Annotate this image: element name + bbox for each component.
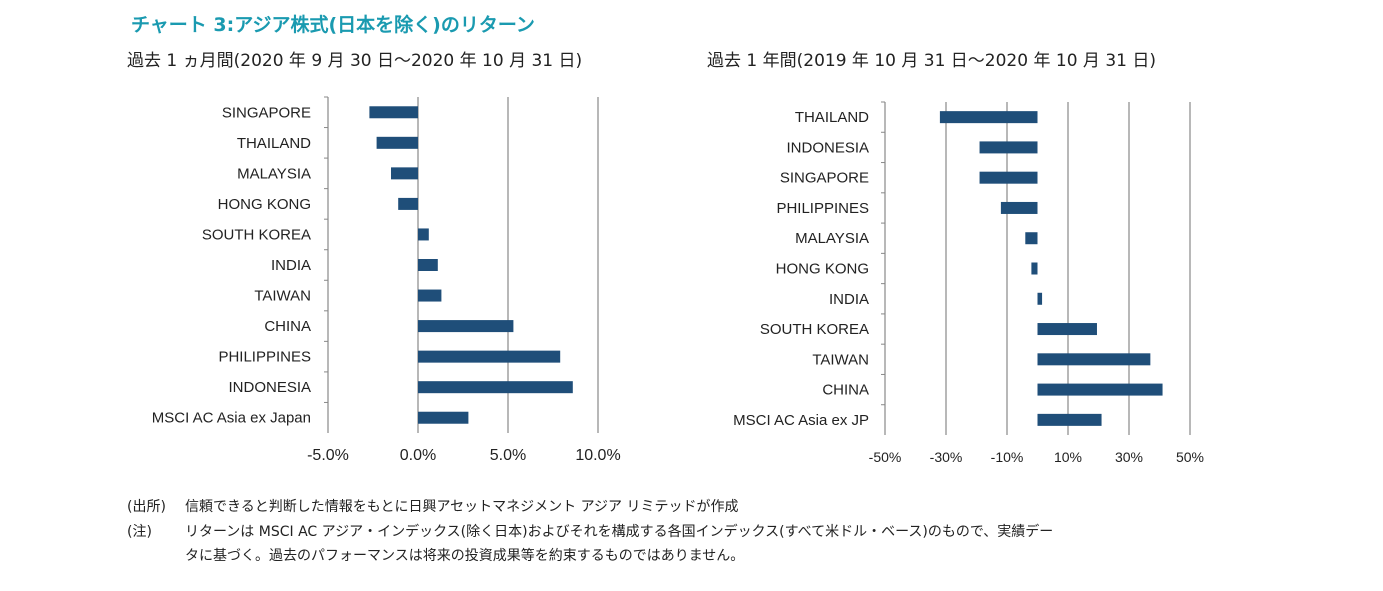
bar — [398, 197, 418, 210]
x-tick-label: -5.0% — [307, 447, 349, 464]
source-note: (出所) 信頼できると判断した情報をもとに日興アセットマネジメント アジア リミテ… — [127, 496, 739, 516]
category-label: MALAYSIA — [237, 165, 311, 182]
bar — [939, 111, 1038, 124]
bar — [1000, 201, 1038, 214]
category-label: INDIA — [829, 291, 869, 308]
category-label: MSCI AC Asia ex JP — [733, 412, 869, 429]
bar — [1037, 353, 1151, 366]
category-label: TAIWAN — [254, 288, 311, 305]
category-label: INDONESIA — [786, 139, 869, 156]
x-tick-label: 10% — [1054, 449, 1082, 465]
category-label: PHILIPPINES — [776, 200, 869, 217]
footnote: (注) リターンは MSCI AC アジア・インデックス(除く日本)およびそれを構… — [127, 521, 1053, 541]
x-tick-label: 30% — [1115, 449, 1143, 465]
bar — [391, 167, 418, 180]
x-tick-label: -30% — [930, 449, 963, 465]
category-label: SOUTH KOREA — [202, 226, 311, 243]
footnote-line-1: リターンは MSCI AC アジア・インデックス(除く日本)およびそれを構成する… — [185, 524, 1054, 540]
left-chart-subtitle: 過去 1 ヵ月間(2020 年 9 月 30 日〜2020 年 10 月 31 … — [127, 51, 583, 71]
bar — [418, 289, 442, 302]
chart-title: チャート 3:アジア株式(日本を除く)のリターン — [131, 14, 535, 36]
category-label: HONG KONG — [776, 261, 869, 278]
category-label: PHILIPPINES — [218, 349, 311, 366]
bar — [1037, 413, 1102, 426]
bar — [979, 171, 1038, 184]
bar — [1025, 232, 1038, 245]
bar — [979, 141, 1038, 154]
category-label: MSCI AC Asia ex Japan — [152, 410, 311, 427]
bar — [369, 106, 418, 119]
x-tick-label: 50% — [1176, 449, 1204, 465]
bar — [1037, 383, 1163, 396]
bar — [418, 228, 429, 241]
category-label: SINGAPORE — [780, 170, 869, 187]
category-label: THAILAND — [237, 135, 311, 152]
bar — [418, 411, 469, 424]
x-tick-label: 10.0% — [575, 447, 620, 464]
bar — [418, 259, 438, 271]
category-label: CHINA — [822, 382, 869, 399]
category-label: TAIWAN — [812, 351, 869, 368]
source-note-label: (出所) — [127, 499, 166, 515]
bar — [418, 350, 561, 363]
category-label: CHINA — [264, 318, 311, 335]
bar — [1037, 323, 1097, 336]
source-note-text: 信頼できると判断した情報をもとに日興アセットマネジメント アジア リミテッドが作… — [185, 499, 739, 515]
footnote-label: (注) — [127, 524, 152, 540]
bar — [418, 381, 573, 394]
x-tick-label: -10% — [991, 449, 1024, 465]
category-label: HONG KONG — [218, 196, 311, 213]
category-label: INDONESIA — [228, 379, 311, 396]
x-tick-label: 0.0% — [400, 447, 436, 464]
x-tick-label: 5.0% — [490, 447, 526, 464]
bar — [376, 136, 418, 149]
right-chart-subtitle: 過去 1 年間(2019 年 10 月 31 日〜2020 年 10 月 31 … — [707, 51, 1156, 71]
category-label: THAILAND — [795, 109, 869, 126]
category-label: MALAYSIA — [795, 230, 869, 247]
x-tick-label: -50% — [869, 449, 902, 465]
bar — [1031, 262, 1038, 275]
footnote-line-2: タに基づく。過去のパフォーマンスは将来の投資成果等を約束するものではありません。 — [185, 548, 745, 564]
category-label: SOUTH KOREA — [760, 321, 869, 338]
category-label: INDIA — [271, 257, 311, 274]
bar — [1037, 292, 1043, 305]
bar — [418, 320, 514, 333]
footnote-continuation: タに基づく。過去のパフォーマンスは将来の投資成果等を約束するものではありません。 — [185, 545, 744, 565]
category-label: SINGAPORE — [222, 104, 311, 121]
